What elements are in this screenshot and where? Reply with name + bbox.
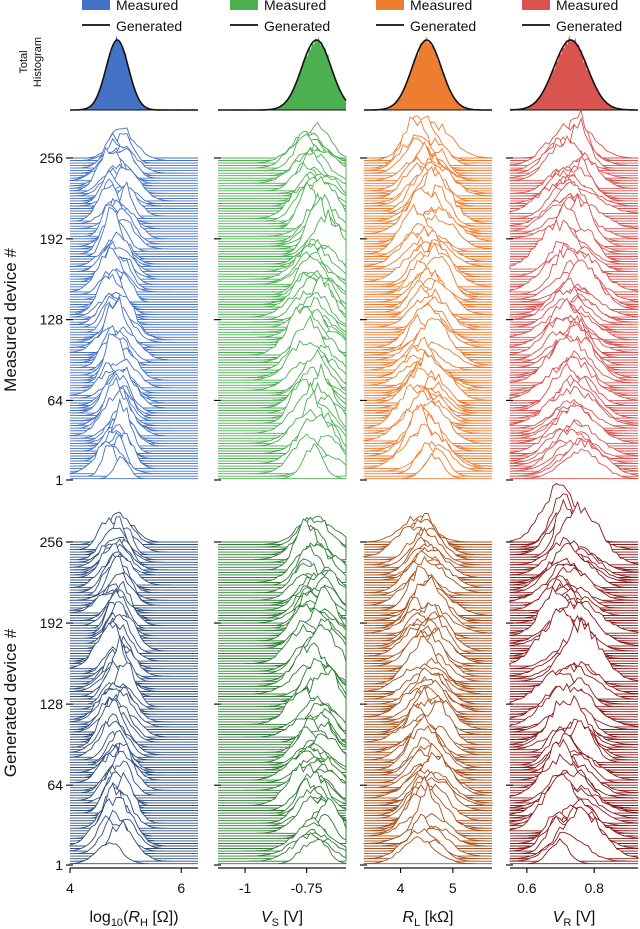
ridge-line: [70, 397, 198, 454]
x-tick-label: 0.8: [584, 880, 604, 896]
ridge-line: [364, 781, 492, 839]
generated-ridgelines: [214, 515, 347, 866]
x-axis-label: RL [kΩ]: [403, 909, 454, 929]
panel-v-s: Measured Generated -1 -0.75 VS [V]: [214, 0, 347, 929]
ridge-line: [509, 806, 639, 860]
ridge-line: [70, 771, 198, 824]
ridge-line: [363, 836, 492, 865]
ridge-line: [70, 387, 198, 419]
x-axis-label: VS [V]: [261, 909, 303, 929]
total-histogram-measured: [364, 36, 492, 111]
ridge-line: [510, 259, 639, 310]
ridge-line: [70, 588, 198, 627]
measured-device-tick-label: 256: [40, 150, 64, 166]
measured-device-tick-label: 64: [47, 392, 63, 408]
x-tick-label: 6: [177, 880, 185, 896]
total-histogram-generated: [364, 39, 492, 111]
ridge-line: [70, 730, 198, 761]
legend-measured-label: Measured: [116, 0, 178, 13]
measured-device-ylabel: Measured device #: [1, 248, 20, 392]
panel-r-h: Measured Generated 4 6 log10(RH [Ω]): [66, 0, 198, 929]
total-histogram-generated: [509, 39, 638, 111]
ridge-line: [70, 294, 198, 338]
total-histogram-label-line1: Total: [18, 50, 30, 73]
ridge-line: [69, 750, 198, 791]
x-axis-label: VR [V]: [553, 909, 596, 929]
generated-ridgelines: [360, 512, 493, 866]
ridge-line: [70, 455, 198, 480]
ridge-line: [364, 442, 492, 475]
ridge-line: [70, 207, 198, 240]
legend-measured-swatch: [376, 0, 404, 10]
x-axis-label: log10(RH [Ω]): [89, 909, 178, 929]
legend-generated-label: Generated: [410, 18, 476, 34]
ridge-line: [509, 134, 638, 182]
x-tick-label: 0.6: [517, 880, 537, 896]
ridge-line: [509, 773, 638, 832]
generated-device-tick-label: 64: [47, 777, 63, 793]
measured-device-tick-label: 128: [40, 312, 64, 328]
legend-generated-label: Generated: [556, 18, 622, 34]
total-histogram-measured: [510, 34, 638, 110]
total-histogram-label-line2: Histogram: [32, 37, 44, 87]
generated-ridgelines: [506, 482, 639, 866]
measured-ridgelines: [66, 127, 198, 481]
measured-device-tick-label: 192: [40, 231, 64, 247]
legend-generated-label: Generated: [264, 18, 330, 34]
generated-device-tick-label: 128: [40, 696, 64, 712]
legend-measured-swatch: [230, 0, 258, 10]
measured-device-tick-label: 1: [55, 472, 63, 488]
ridge-line: [70, 589, 198, 629]
ridge-line: [70, 167, 198, 202]
ridge-line: [509, 218, 638, 270]
x-tick-label: -1: [239, 880, 252, 896]
measured-ridgelines: [214, 121, 347, 481]
ridge-line: [364, 452, 492, 480]
legend-measured-swatch: [522, 0, 550, 10]
ridge-line: [218, 838, 347, 865]
total-histogram-measured: [218, 36, 346, 110]
measured-ridgelines: [506, 108, 639, 481]
measured-ridgelines: [360, 115, 493, 481]
panel-v-r: Measured Generated 0.6 0.8 VR [V]: [506, 0, 639, 929]
legend-measured-label: Measured: [556, 0, 618, 13]
ridge-line: [69, 389, 198, 437]
generated-device-tick-label: 192: [40, 615, 64, 631]
axis-labels: Total Histogram Measured device # Genera…: [1, 37, 44, 777]
generated-device-tick-label: 1: [55, 857, 63, 873]
ridge-line: [69, 842, 198, 865]
ridge-line: [509, 500, 639, 566]
ridge-line: [510, 448, 639, 480]
ridge-line: [510, 838, 638, 865]
ridge-line: [70, 247, 198, 278]
ridge-line: [509, 616, 639, 682]
x-tick-label: 5: [449, 880, 457, 896]
legend-measured-label: Measured: [410, 0, 472, 13]
ridge-line: [364, 317, 493, 366]
ridge-line: [509, 831, 638, 862]
ridge-line: [363, 203, 492, 255]
x-tick-label: 4: [397, 880, 405, 896]
x-tick-label: -0.75: [291, 880, 323, 896]
generated-device-ylabel: Generated device #: [1, 628, 20, 777]
legend-measured-label: Measured: [264, 0, 326, 13]
ridge-line: [69, 372, 198, 414]
legend-measured-swatch: [82, 0, 110, 10]
total-histogram-measured: [70, 35, 198, 110]
panel-r-l: Measured Generated 4 5 RL [kΩ]: [360, 0, 493, 929]
ridge-line: [363, 635, 492, 685]
generated-device-tick-label: 256: [40, 534, 64, 550]
x-tick-label: 4: [66, 880, 74, 896]
generated-ridgelines: [66, 511, 198, 866]
legend-generated-label: Generated: [116, 18, 182, 34]
ridge-line: [218, 442, 347, 480]
